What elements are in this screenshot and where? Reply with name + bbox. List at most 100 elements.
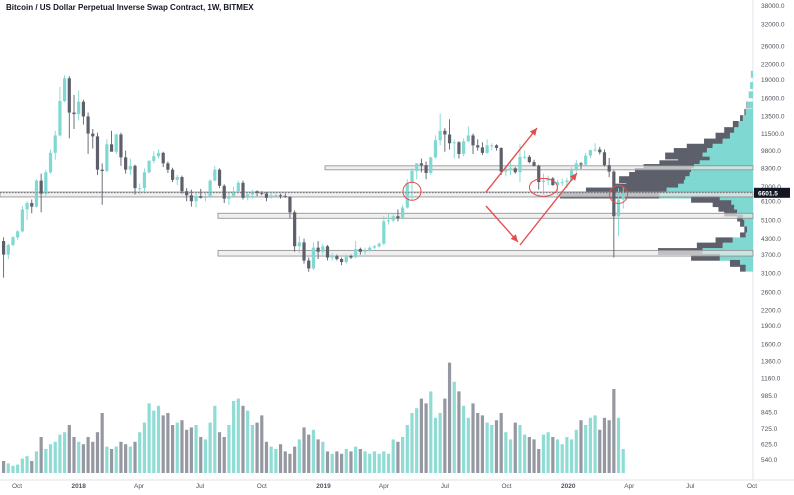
candle-body: [527, 156, 531, 163]
volume-bar: [241, 405, 245, 473]
candle-body: [128, 165, 132, 170]
candle-body: [1, 241, 6, 255]
volume-bar: [152, 410, 156, 473]
candle-body: [584, 155, 588, 165]
candle-body: [386, 220, 391, 222]
volume-bar: [584, 425, 588, 473]
price-tick-label: 16000.0: [761, 96, 785, 103]
candle-body: [48, 152, 53, 173]
price-tick-label: 32000.0: [761, 22, 785, 29]
volume-bar: [199, 437, 203, 473]
candle-body: [433, 140, 438, 158]
volume-bar: [161, 415, 165, 473]
time-tick-label: 2019: [316, 483, 331, 490]
price-tick-label: 7000.0: [761, 184, 781, 191]
time-tick-label: 2020: [561, 483, 576, 490]
volume-bar: [433, 417, 438, 473]
chart-title: Bitcoin / US Dollar Perpetual Inverse Sw…: [6, 3, 254, 12]
candle-body: [457, 142, 461, 154]
volume-profile-bar-down: [634, 167, 692, 175]
candle-body: [443, 130, 447, 135]
candle-body: [321, 246, 325, 252]
volume-profile-bar-up: [699, 160, 753, 168]
price-tick-label: 1360.0: [761, 359, 781, 366]
volume-profile-bar-up: [731, 200, 753, 208]
support-resistance-zone: [217, 249, 754, 257]
volume-bar: [621, 449, 625, 473]
volume-profile-bar-down: [724, 127, 735, 135]
volume-bar: [133, 441, 137, 473]
price-tick-label: 540.0: [761, 457, 778, 464]
volume-bar: [508, 439, 513, 473]
volume-bar: [124, 444, 128, 473]
volume-bar: [616, 417, 621, 473]
volume-bar: [100, 413, 104, 473]
candle-body: [114, 134, 118, 152]
candle-body: [293, 212, 297, 247]
volume-bar: [480, 415, 485, 473]
volume-bar: [462, 405, 466, 473]
volume-bar: [405, 425, 409, 473]
volume-bar: [476, 413, 480, 473]
volume-profile-bar-down: [686, 143, 713, 151]
time-tick-label: Apr: [379, 483, 390, 490]
volume-bar: [396, 441, 400, 473]
candle-body: [494, 145, 499, 148]
annotation-arrow: [519, 172, 578, 246]
volume-profile-bar-up: [683, 179, 753, 187]
volume-bar: [138, 432, 142, 473]
volume-profile-bar-up: [742, 115, 753, 123]
volume-bar: [119, 441, 123, 473]
volume-bar: [39, 437, 43, 473]
volume-bar: [246, 410, 250, 473]
volume-profile-bar-up: [689, 172, 753, 179]
volume-bar: [53, 441, 57, 473]
volume-bar: [382, 451, 386, 473]
candle-body: [152, 156, 156, 161]
volume-profile-bar-up: [709, 156, 753, 164]
volume-bar: [25, 456, 29, 473]
candle-body: [415, 163, 419, 171]
volume-profile-bar-down: [678, 156, 710, 164]
candle-body: [302, 242, 306, 261]
candle-body: [34, 180, 39, 207]
volume-bar: [255, 422, 259, 473]
candle-body: [612, 171, 616, 217]
time-tick-label: Apr: [624, 483, 635, 490]
candle-body: [602, 152, 607, 166]
volume-bar: [156, 405, 161, 473]
candle-body: [227, 196, 231, 199]
candle-body: [339, 259, 344, 263]
volume-bar: [443, 398, 447, 473]
candle-body: [335, 256, 339, 260]
candle-body: [39, 180, 43, 194]
volume-profile-bar-down: [740, 219, 745, 227]
volume-bar: [391, 439, 395, 473]
volume-bar: [598, 429, 602, 473]
volume-bar: [541, 434, 546, 473]
volume-profile-bar-up: [745, 108, 753, 116]
candle-body: [269, 195, 273, 198]
candle-body: [44, 172, 48, 194]
volume-bar: [91, 441, 95, 473]
volume-profile-bar-down: [626, 179, 684, 187]
volume-profile-bar-down: [659, 160, 700, 168]
time-tick-label: Oct: [257, 483, 267, 490]
volume-bar: [274, 449, 278, 473]
volume-profile-bar-down: [704, 138, 723, 146]
volume-profile-bar-down: [744, 108, 746, 116]
volume-profile-bar-down: [740, 115, 743, 123]
candle-body: [138, 188, 142, 190]
volume-bar: [401, 437, 405, 473]
volume-profile-bar-down: [715, 132, 730, 140]
volume-profile-bar-up: [734, 127, 753, 135]
volume-bar: [293, 446, 297, 473]
price-tick-label: 2600.0: [761, 289, 781, 296]
candle-body: [401, 207, 405, 219]
volume-bar: [349, 451, 353, 473]
volume-bar: [330, 453, 334, 473]
candle-body: [30, 203, 34, 207]
volume-bar: [410, 413, 414, 473]
volume-bar: [250, 425, 254, 473]
